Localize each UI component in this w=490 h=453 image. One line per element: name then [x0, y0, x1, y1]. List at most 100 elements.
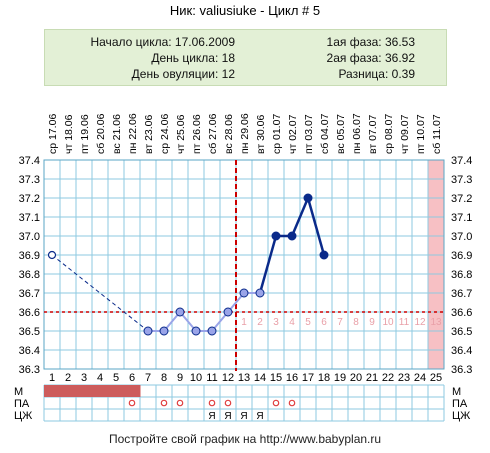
post-ovulation-day-label: 8: [353, 317, 359, 328]
phase2-avg: 2ая фаза: 36.92: [326, 51, 415, 65]
cycle-start: Начало цикла: 17.06.2009: [90, 35, 235, 49]
date-label: ср 17.06: [47, 114, 59, 154]
cm-mark: Я: [224, 411, 231, 422]
post-ovulation-day-label: 12: [414, 317, 426, 328]
day-number-label: 9: [177, 372, 183, 384]
temperature-line-segment: [306, 197, 326, 256]
day-number-label: 24: [414, 372, 426, 384]
footer-link[interactable]: Постройте свой график на http://www.baby…: [108, 432, 382, 446]
date-label: сб 27.06: [207, 113, 219, 154]
cm-mark: Я: [240, 411, 247, 422]
row-label-left: ЦЖ: [14, 410, 32, 422]
temperature-point: [271, 231, 281, 241]
cycle-info-box: Начало цикла: 17.06.2009 День цикла: 18 …: [44, 29, 447, 86]
y-tick-label-right: 37.1: [451, 212, 472, 224]
post-ovulation-day-label: 1: [241, 317, 247, 328]
date-label: пт 19.06: [79, 114, 91, 154]
y-tick-label-left: 37.1: [19, 212, 40, 224]
temperature-point: [159, 326, 169, 336]
date-label: пт 10.07: [415, 114, 427, 154]
temperature-point: [47, 250, 57, 260]
day-number-label: 22: [382, 372, 394, 384]
y-tick-label-left: 36.4: [19, 345, 40, 357]
pa-mark: [272, 399, 280, 407]
y-tick-label-right: 36.3: [451, 364, 472, 376]
temperature-point: [223, 307, 233, 317]
post-ovulation-day-label: 11: [399, 317, 410, 328]
pa-mark: [288, 399, 296, 407]
temperature-point: [143, 326, 153, 336]
date-label: пт 26.06: [191, 114, 203, 154]
y-tick-label-left: 37.3: [19, 174, 40, 186]
temperature-point: [207, 326, 217, 336]
date-label: чт 25.06: [175, 114, 187, 154]
post-ovulation-day-label: 13: [430, 317, 442, 328]
y-tick-label-right: 36.7: [451, 288, 472, 300]
temperature-point: [287, 231, 297, 241]
cm-mark: Я: [256, 411, 263, 422]
date-label: вс 21.06: [111, 114, 123, 154]
day-number-label: 11: [206, 372, 217, 384]
info-left-column: Начало цикла: 17.06.2009 День цикла: 18 …: [45, 34, 235, 82]
y-tick-label-right: 37.2: [451, 193, 472, 205]
chart-title: Ник: valiusiuke - Цикл # 5: [169, 3, 321, 18]
date-label: сб 20.06: [95, 113, 107, 154]
y-tick-label-left: 36.7: [19, 288, 40, 300]
y-tick-label-right: 36.8: [451, 269, 472, 281]
day-number-label: 13: [238, 372, 250, 384]
date-label: чт 18.06: [63, 114, 75, 154]
day-number-label: 19: [334, 372, 346, 384]
day-number-label: 18: [318, 372, 330, 384]
y-tick-label-left: 37.0: [19, 231, 40, 243]
day-number-label: 5: [113, 372, 119, 384]
temperature-point: [239, 288, 249, 298]
menses-cell: [92, 385, 109, 397]
row-label-left: М: [14, 386, 23, 398]
row-label-right: М: [452, 386, 461, 398]
pa-mark: [160, 399, 168, 407]
post-ovulation-day-label: 2: [257, 317, 263, 328]
day-number-label: 21: [366, 372, 378, 384]
post-ovulation-day-label: 7: [337, 317, 343, 328]
temperature-point: [191, 326, 201, 336]
ovulation-day: День овуляции: 12: [131, 67, 235, 81]
day-number-label: 8: [161, 372, 167, 384]
phase1-avg: 1ая фаза: 36.53: [326, 35, 415, 49]
y-tick-label-left: 36.8: [19, 269, 40, 281]
day-number-label: 2: [65, 372, 71, 384]
y-tick-label-left: 37.4: [19, 155, 40, 167]
date-label: сб 11.07: [431, 114, 443, 154]
y-tick-label-left: 36.6: [19, 307, 40, 319]
y-tick-label-right: 36.4: [451, 345, 472, 357]
pa-mark: [224, 399, 232, 407]
info-right-column: 1ая фаза: 36.53 2ая фаза: 36.92 Разница:…: [280, 34, 415, 82]
phase-difference: Разница: 0.39: [338, 67, 415, 81]
day-number-label: 17: [302, 372, 314, 384]
plot-frame: [43, 159, 445, 370]
y-tick-label-left: 36.5: [19, 326, 40, 338]
temperature-point: [175, 307, 185, 317]
post-ovulation-day-label: 3: [273, 317, 279, 328]
date-label: сб 04.07: [319, 113, 331, 154]
date-label: пт 03.07: [303, 114, 315, 154]
temperature-point: [303, 193, 313, 203]
date-label: вт 07.07: [367, 114, 379, 154]
menses-cell: [124, 385, 141, 397]
date-label: вс 05.07: [335, 114, 347, 154]
day-number-label: 4: [97, 372, 103, 384]
row-label-left: ПА: [14, 398, 30, 410]
y-tick-label-right: 36.6: [451, 307, 472, 319]
day-number-label: 12: [222, 372, 234, 384]
cm-mark: Я: [208, 411, 215, 422]
y-tick-label-left: 37.2: [19, 193, 40, 205]
y-tick-label-left: 36.3: [19, 364, 40, 376]
temperature-line-segment: [258, 235, 278, 294]
menses-cell: [108, 385, 125, 397]
day-number-label: 10: [190, 372, 202, 384]
day-number-label: 6: [129, 372, 135, 384]
day-number-label: 1: [49, 372, 55, 384]
post-ovulation-day-label: 9: [369, 317, 375, 328]
post-ovulation-day-label: 5: [305, 317, 311, 328]
